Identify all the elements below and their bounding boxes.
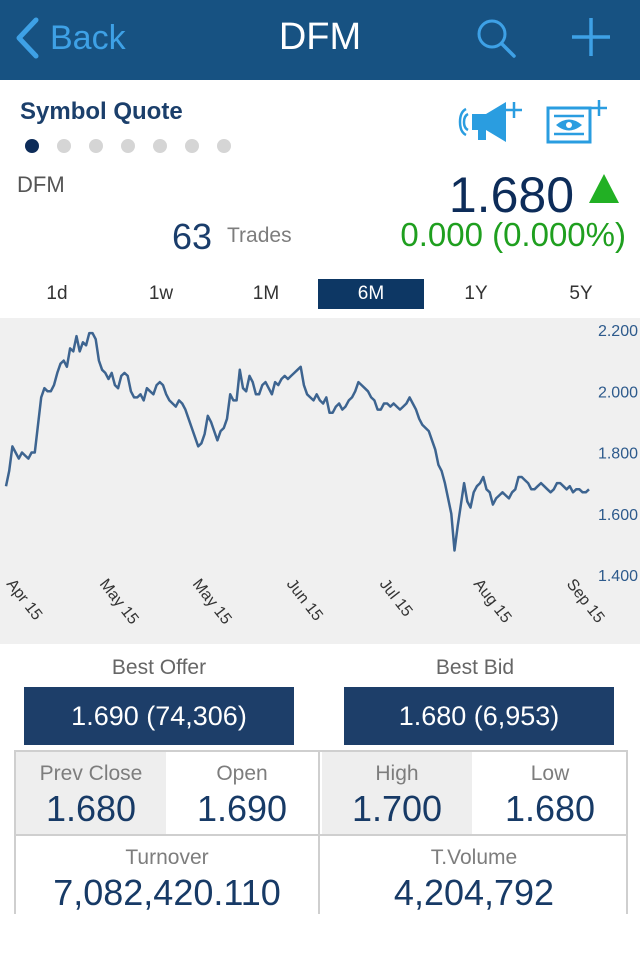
low-value: 1.680 (504, 788, 596, 829)
search-icon[interactable] (474, 16, 518, 60)
price-chart[interactable]: 2.200 2.000 1.800 1.600 1.400 Apr 15 May 15 Ma… (0, 318, 640, 644)
x-tick-label: May 15 (96, 576, 142, 628)
divider (14, 834, 628, 836)
tab-5Y[interactable]: 5Y (569, 283, 593, 304)
best-offer-label: Best Offer (111, 656, 207, 679)
open-cell: Open 1.690 (166, 752, 318, 834)
high-cell: High 1.700 (322, 752, 472, 834)
best-offer-value: 1.690 (74,306) (24, 687, 294, 745)
tab-1M[interactable]: 1M (252, 283, 280, 304)
y-tick-label: 1.800 (598, 446, 638, 463)
prev-close-label: Prev Close (39, 762, 143, 785)
divider (318, 750, 320, 914)
back-button[interactable]: Back (14, 14, 126, 62)
high-label: High (375, 762, 419, 785)
tvolume-cell: T.Volume 4,204,792 (322, 836, 626, 916)
tab-1Y[interactable]: 1Y (464, 283, 488, 304)
tab-1d[interactable]: 1d (46, 283, 68, 304)
x-tick-label: Aug 15 (470, 576, 515, 627)
price-change: 0.000 (0.000%) (400, 216, 626, 253)
last-price: 1.680 (448, 167, 574, 223)
tab-1w[interactable]: 1w (148, 283, 174, 304)
y-tick-label: 2.200 (598, 323, 638, 340)
y-tick-label: 2.000 (598, 384, 638, 401)
divider (626, 750, 628, 914)
prev-close-value: 1.680 (45, 788, 137, 829)
y-axis: 2.200 2.000 1.800 1.600 1.400 (598, 323, 638, 585)
x-tick-label: Jun 15 (283, 576, 326, 624)
tvolume-label: T.Volume (430, 846, 518, 869)
x-axis: Apr 15 May 15 May 15 Jun 15 Jul 15 Aug 15 Sep … (3, 576, 608, 628)
low-label: Low (530, 762, 570, 785)
price-series-line (4, 331, 590, 552)
tvolume-value: 4,204,792 (393, 872, 555, 913)
page-dot (25, 139, 39, 153)
best-bid-label: Best Bid (435, 656, 515, 679)
back-label: Back (50, 18, 126, 57)
page-dot (57, 139, 71, 153)
trades-label: Trades (227, 224, 292, 247)
prev-close-cell: Prev Close 1.680 (16, 752, 166, 834)
series-layer (4, 331, 590, 552)
page-dot (185, 139, 199, 153)
x-tick-label: Apr 15 (3, 576, 45, 624)
symbol-name: DFM (17, 172, 65, 197)
divider (14, 750, 628, 752)
turnover-value: 7,082,420.110 (53, 872, 281, 913)
divider (14, 750, 16, 914)
megaphone-plus-icon[interactable] (454, 98, 524, 146)
page-indicator[interactable] (25, 139, 249, 153)
tab-6M[interactable]: 6M (318, 279, 424, 309)
plus-icon[interactable] (568, 14, 614, 60)
page-dot (89, 139, 103, 153)
y-tick-label: 1.600 (598, 507, 638, 524)
y-tick-label: 1.400 (598, 568, 638, 585)
turnover-cell: Turnover 7,082,420.110 (16, 836, 318, 916)
section-title: Symbol Quote (20, 98, 183, 125)
trades-count: 63 (172, 216, 213, 257)
chevron-left-icon (16, 17, 39, 59)
open-label: Open (216, 762, 268, 785)
x-tick-label: Jul 15 (376, 576, 416, 620)
page-dot (121, 139, 135, 153)
high-value: 1.700 (351, 788, 443, 829)
x-tick-label: May 15 (189, 576, 235, 628)
price-chart-svg: 2.200 2.000 1.800 1.600 1.400 Apr 15 May 15 Ma… (3, 323, 638, 628)
open-value: 1.690 (196, 788, 288, 829)
page-dot (153, 139, 167, 153)
up-arrow-icon (589, 174, 619, 203)
low-cell: Low 1.680 (474, 752, 626, 834)
navigation-bar: Back DFM (0, 0, 640, 80)
page-dot (217, 139, 231, 153)
turnover-label: Turnover (125, 846, 209, 869)
range-selector: 1d 1w 1M 6M 1Y 5Y (0, 279, 640, 309)
news-eye-plus-icon[interactable] (544, 96, 610, 146)
best-bid-value: 1.680 (6,953) (344, 687, 614, 745)
